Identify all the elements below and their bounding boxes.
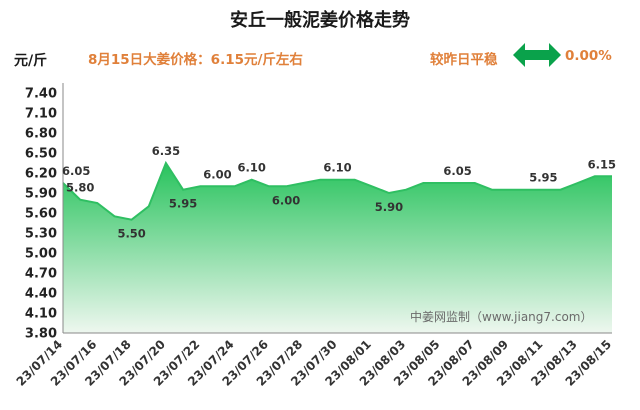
chart-title: 安丘一般泥姜价格走势 [230,10,410,31]
data-label: 6.00 [203,167,231,181]
double-arrow-icon [513,43,561,67]
y-tick-label: 4.40 [25,287,57,302]
data-label: 5.95 [169,197,197,211]
y-tick-label: 5.90 [25,187,57,202]
y-tick-label: 4.10 [25,307,57,322]
data-label: 5.50 [117,227,145,241]
data-label: 6.05 [62,164,90,178]
y-tick-label: 3.80 [25,327,57,342]
compare-value: 0.00% [565,48,612,64]
y-tick-label: 5.60 [25,207,57,222]
y-tick-label: 6.50 [25,147,57,162]
data-label: 6.35 [152,144,180,158]
y-tick-label: 7.10 [25,107,57,122]
y-tick-label: 6.20 [25,167,57,182]
unit-label: 元/斤 [14,53,48,69]
price-line [62,160,612,221]
data-label: 5.80 [66,181,94,195]
price-area [63,163,612,333]
watermark: 中姜网监制（www.jiang7.com） [410,310,593,324]
y-tick-label: 5.30 [25,227,57,242]
data-label: 6.15 [588,157,616,171]
compare-label: 较昨日平稳 [430,52,498,68]
data-label: 6.10 [238,161,266,175]
data-label: 5.95 [529,171,557,185]
y-tick-label: 4.70 [25,267,57,282]
data-label: 6.10 [323,161,351,175]
y-tick-label: 5.00 [25,247,57,262]
data-label: 6.00 [272,193,300,207]
data-label: 6.05 [443,164,471,178]
y-tick-label: 7.40 [25,87,57,102]
data-label: 5.90 [375,200,403,214]
y-tick-label: 6.80 [25,127,57,142]
price-note: 8月15日大姜价格：6.15元/斤左右 [88,52,303,68]
